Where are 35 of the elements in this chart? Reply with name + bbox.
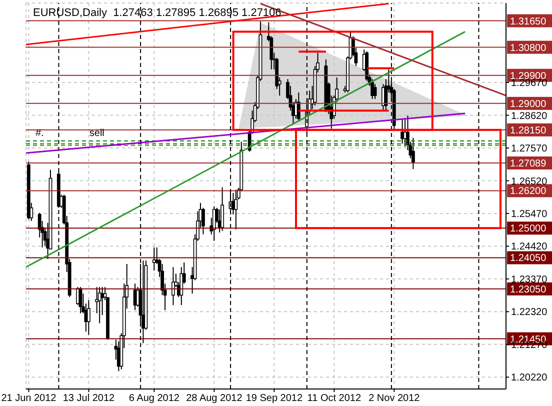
- ref-line-label: 1.23050: [510, 284, 547, 296]
- annotation: #.: [35, 128, 44, 139]
- y-tick-label: 1.28620: [511, 110, 548, 122]
- y-tick-label: 1.27570: [511, 144, 548, 155]
- y-tick-label: 1.20220: [511, 372, 548, 384]
- candlestick: [86, 300, 90, 336]
- ref-line-label: 1.25000: [510, 224, 547, 235]
- y-tick-label: 1.25470: [511, 209, 548, 220]
- y-tick-label: 1.26520: [511, 176, 548, 188]
- ref-line-label: 1.28150: [510, 125, 547, 136]
- ref-line-label: 1.27089: [510, 158, 547, 170]
- candlestick: [100, 286, 104, 316]
- candlestick: [412, 137, 415, 170]
- candlestick: [202, 207, 205, 235]
- ref-line-label: 1.26200: [510, 186, 547, 198]
- x-tick-label: 6 Aug 2012: [128, 393, 180, 404]
- candlestick: [400, 118, 404, 144]
- candlestick: [220, 186, 224, 232]
- x-tick-label: 13 Jul 2012: [62, 393, 116, 404]
- candlestick: [234, 189, 238, 230]
- y-tick-label: 1.22320: [511, 307, 548, 318]
- annotation: sell: [89, 128, 104, 139]
- ref-line-label: 1.30800: [510, 42, 547, 54]
- x-tick-label: 19 Sep 2012: [246, 393, 303, 404]
- candlestick: [370, 78, 374, 100]
- ref-line-label: 1.31650: [510, 16, 547, 28]
- x-tick-label: 2 Nov 2012: [368, 393, 420, 404]
- x-tick-label: 28 Aug 2012: [186, 393, 243, 404]
- ref-line-label: 1.29000: [510, 98, 547, 110]
- x-tick-label: 21 Jun 2012: [1, 393, 57, 404]
- x-tick-label: 11 Oct 2012: [307, 393, 362, 404]
- chart-title: EURUSD,Daily 1.27463 1.27895 1.26895 1.27106: [33, 7, 282, 19]
- ref-line-label: 1.24050: [510, 253, 547, 264]
- candlestick: [180, 266, 184, 306]
- y-tick-label: 1.24420: [511, 242, 548, 253]
